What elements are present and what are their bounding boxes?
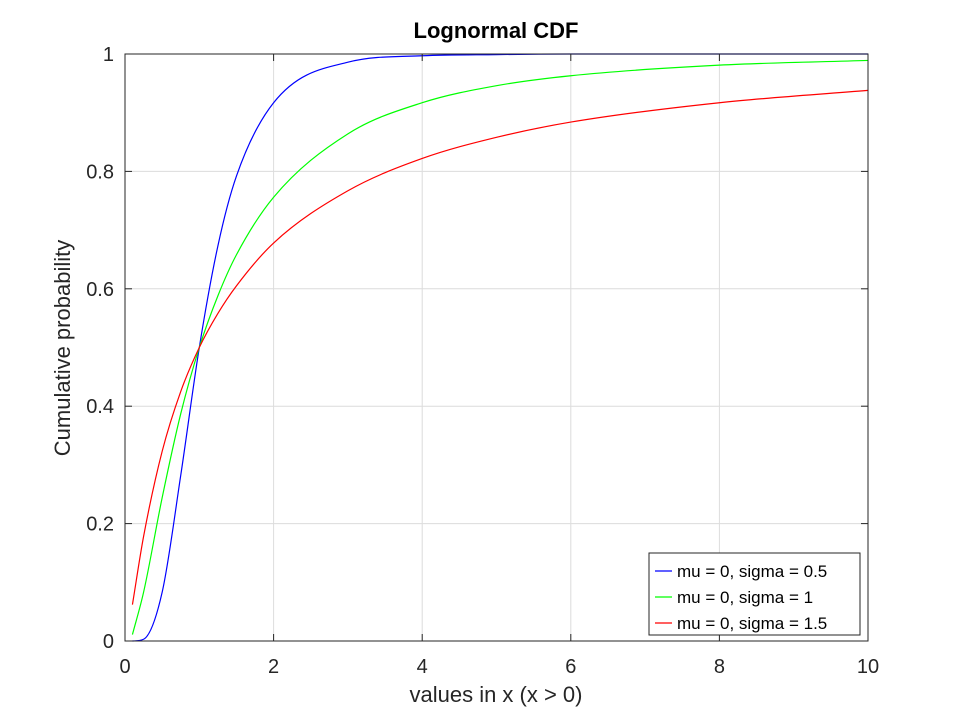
series-line-3: [131, 89, 869, 605]
x-tick-label: 2: [268, 656, 279, 678]
legend-label: mu = 0, sigma = 1: [677, 588, 813, 607]
x-tick-label: 8: [714, 656, 725, 678]
y-tick-label: 0.8: [86, 161, 114, 183]
y-tick-label: 0.6: [86, 279, 114, 301]
x-tick-label: 6: [565, 656, 576, 678]
legend-label: mu = 0, sigma = 0.5: [677, 562, 827, 581]
x-axis-label: values in x (x > 0): [409, 682, 582, 707]
ticks: 0 2 4 6 8 10 0 0.2 0.4 0.6 0.8 1: [86, 44, 879, 678]
x-tick-label: 0: [119, 656, 130, 678]
plot-frame: [124, 53, 869, 642]
legend-box: [648, 552, 861, 636]
chart-title: Lognormal CDF: [414, 18, 579, 43]
legend-label: mu = 0, sigma = 1.5: [677, 614, 827, 633]
x-tick-label: 10: [857, 656, 879, 678]
legend: mu = 0, sigma = 0.5 mu = 0, sigma = 1 mu =…: [648, 552, 861, 636]
y-tick-label: 1: [103, 44, 114, 66]
series-line-2: [131, 59, 869, 635]
y-tick-label: 0.4: [86, 396, 114, 418]
y-tick-label: 0.2: [86, 514, 114, 536]
plot-area: [125, 54, 868, 641]
y-tick-label: 0: [103, 631, 114, 653]
x-tick-label: 4: [417, 656, 428, 678]
y-axis-label: Cumulative probability: [50, 240, 75, 456]
